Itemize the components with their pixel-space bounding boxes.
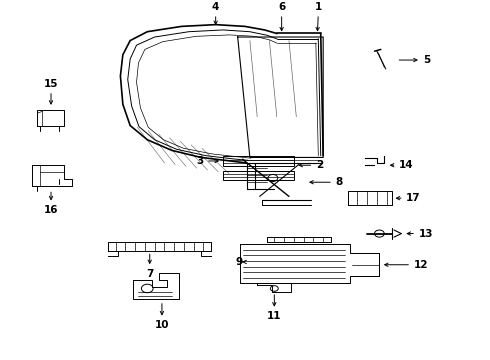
Text: 6: 6 — [278, 2, 285, 12]
Text: 13: 13 — [418, 229, 433, 239]
Text: 2: 2 — [316, 160, 323, 170]
Text: 10: 10 — [155, 320, 169, 330]
Text: 9: 9 — [235, 257, 243, 267]
Circle shape — [374, 230, 384, 237]
Text: 3: 3 — [196, 156, 203, 166]
Text: 1: 1 — [315, 2, 322, 12]
Text: 14: 14 — [399, 160, 414, 170]
Text: 16: 16 — [44, 205, 58, 215]
Text: 17: 17 — [406, 193, 421, 203]
Text: 12: 12 — [414, 260, 428, 270]
Text: 4: 4 — [212, 2, 220, 12]
Text: 7: 7 — [146, 269, 153, 279]
Text: 15: 15 — [44, 80, 58, 89]
Text: 11: 11 — [267, 311, 282, 321]
Text: 8: 8 — [335, 177, 343, 187]
Text: 5: 5 — [423, 55, 431, 65]
